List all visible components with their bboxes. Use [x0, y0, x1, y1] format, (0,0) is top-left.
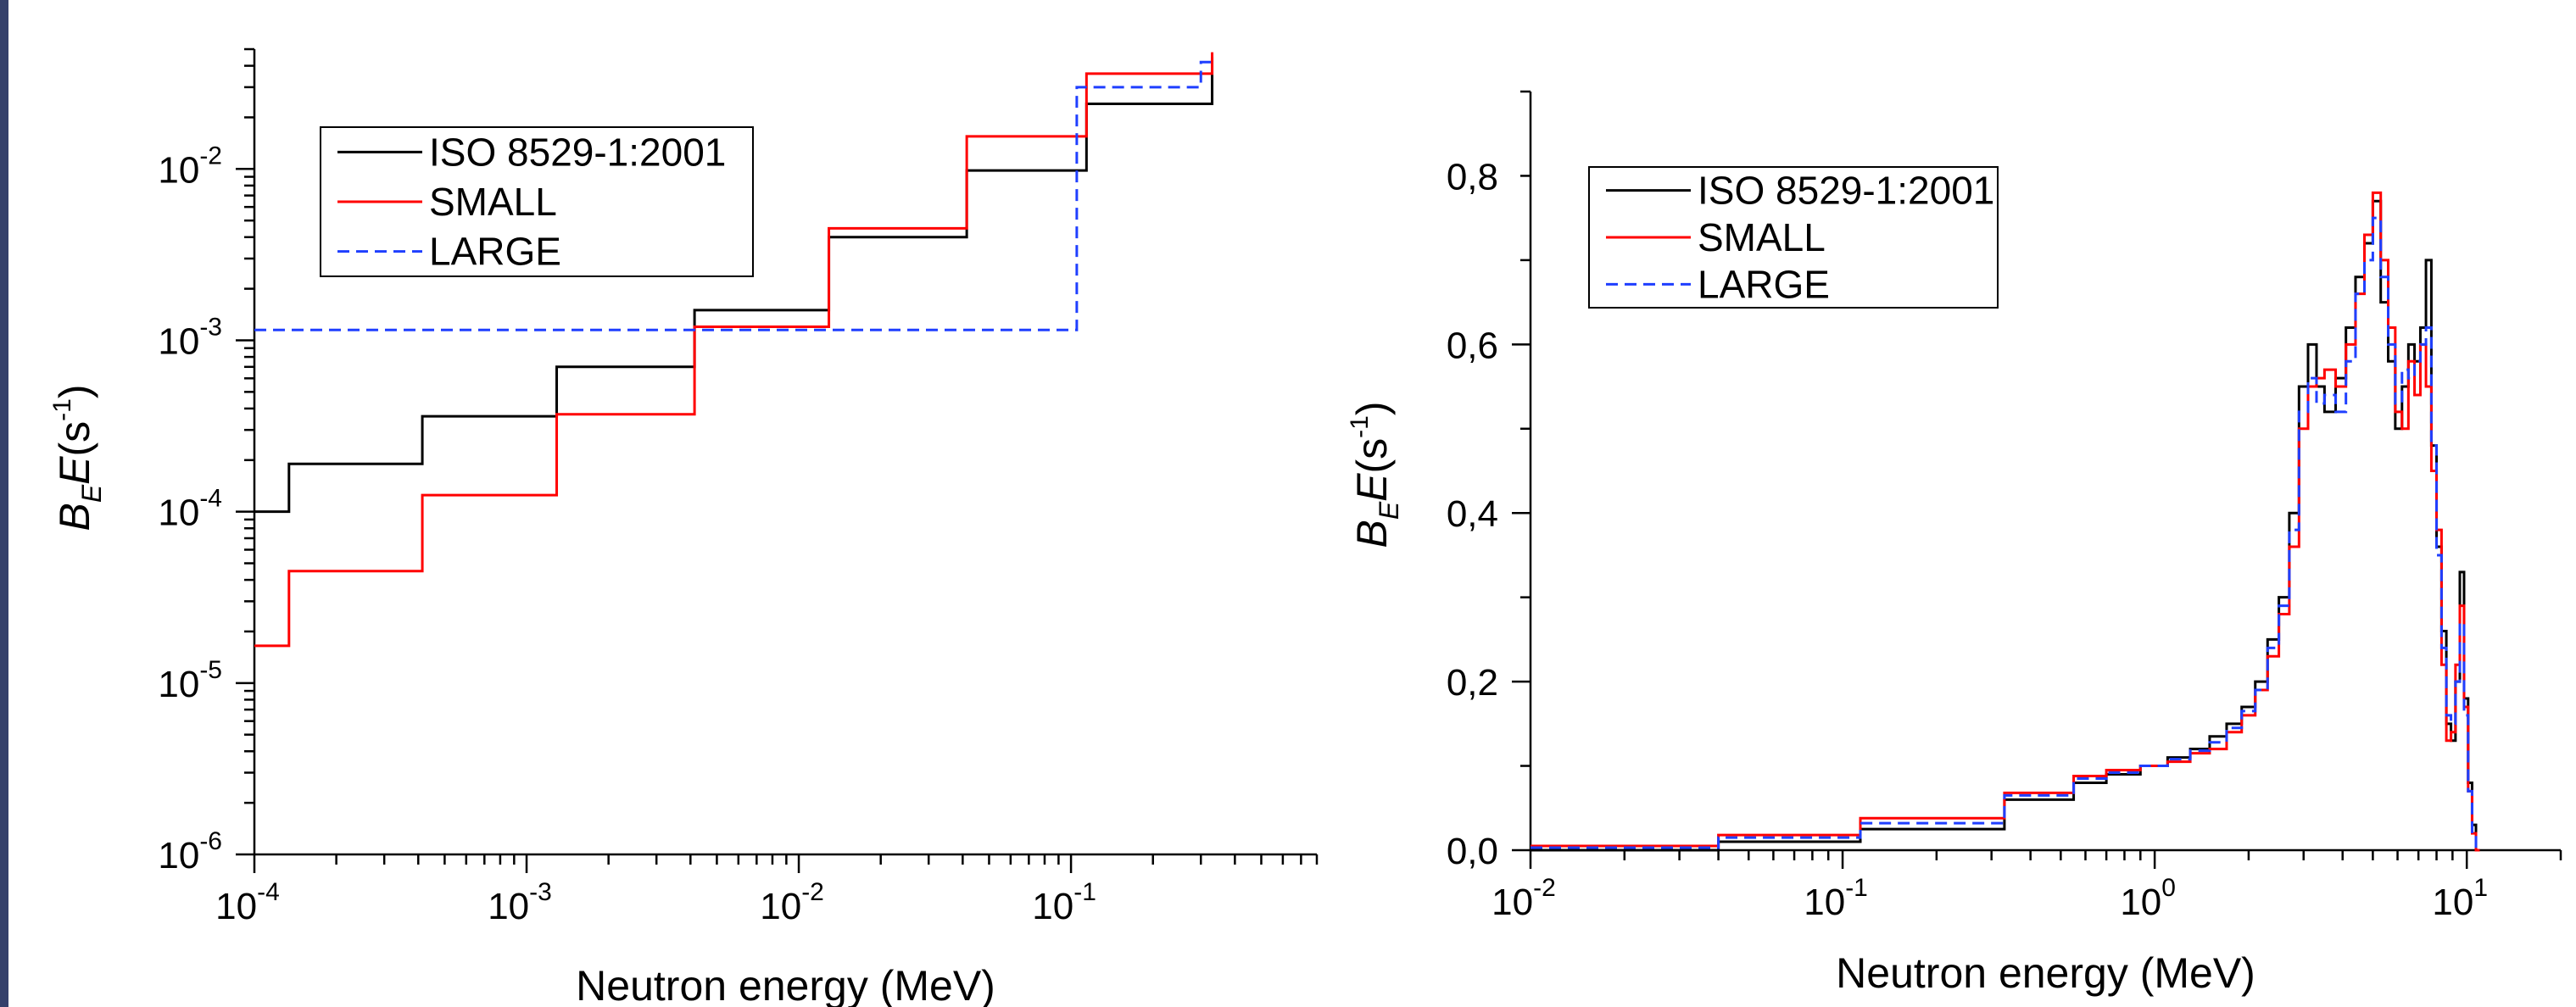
x-tick-label: 10-3 [488, 878, 552, 927]
y-tick-label: 0,2 [1447, 662, 1498, 704]
chart-left: 10-4 10-3 10-2 10-1 10-6 10-5 10-4 10-3 10-2 Neut… [48, 47, 1319, 1007]
left-edge-bar [0, 0, 8, 1007]
y-axis-title: BEE(s-1) [1346, 401, 1404, 548]
x-axis-title: Neutron energy (MeV) [576, 962, 995, 1007]
y-tick-label: 0,8 [1447, 156, 1498, 198]
legend-label: SMALL [1698, 215, 1826, 259]
y-tick-label: 10-3 [158, 313, 222, 362]
series-line-iso-8529-1-2001 [254, 57, 1214, 514]
series-line-large [254, 60, 1213, 331]
legend-label: ISO 8529-1:2001 [429, 130, 726, 174]
chart-right: 10-2 10-1 100 101 0,0 0,2 0,4 0,6 0,8 Neutron ene… [1346, 90, 2562, 997]
x-tick-label: 10-4 [215, 878, 280, 927]
x-tick-label: 10-1 [1032, 878, 1096, 927]
y-tick-label: 0,0 [1447, 831, 1498, 872]
y-axis-title: BEE(s-1) [48, 384, 107, 531]
x-tick-label: 10-2 [1492, 874, 1556, 923]
y-tick-label: 10-2 [158, 142, 222, 191]
legend-label: LARGE [429, 230, 561, 274]
y-tick-label: 10-4 [158, 485, 222, 534]
legend-label: LARGE [1698, 262, 1830, 306]
y-tick-label: 0,4 [1447, 493, 1498, 535]
x-tick-label: 10-1 [1804, 874, 1868, 923]
x-tick-label: 10-2 [760, 878, 824, 927]
x-tick-label: 101 [2432, 874, 2488, 923]
y-tick-label: 10-6 [158, 827, 222, 876]
y-tick-label: 10-5 [158, 656, 222, 705]
legend-label: ISO 8529-1:2001 [1698, 169, 1994, 213]
legend-label: SMALL [429, 180, 557, 224]
y-tick-label: 0,6 [1447, 325, 1498, 366]
x-tick-label: 100 [2120, 874, 2176, 923]
series-line-large [1531, 216, 2480, 852]
x-axis-title: Neutron energy (MeV) [1836, 949, 2255, 997]
legend: ISO 8529-1:2001 SMALL LARGE [320, 126, 754, 277]
series-line-small [254, 52, 1214, 648]
